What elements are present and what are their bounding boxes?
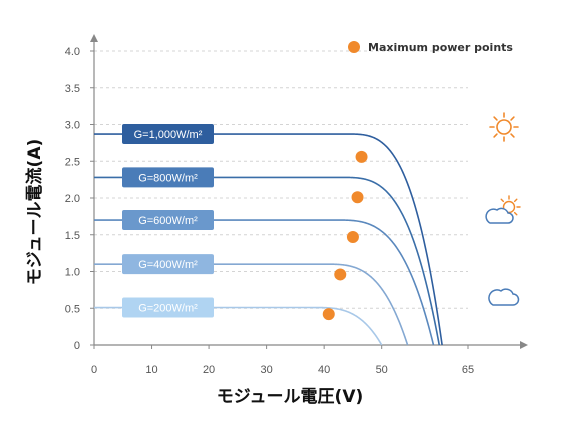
axes xyxy=(90,34,528,349)
sun-ray-5 xyxy=(493,116,498,121)
sun-ray-3 xyxy=(493,133,498,138)
series-label-box-0 xyxy=(122,124,214,145)
x-tick-label-6: 65 xyxy=(462,364,474,376)
small-sun-ray-7 xyxy=(513,198,518,203)
series-curves xyxy=(93,133,443,346)
series-curve-1 xyxy=(94,176,441,346)
y-axis-title: モジュール電流(A) xyxy=(24,139,45,286)
y-tick-label-6: 3.0 xyxy=(65,120,80,132)
x-tick-label-2: 20 xyxy=(203,364,215,376)
series-label-3: G=400W/m² xyxy=(138,259,198,271)
series-label-4: G=200W/m² xyxy=(138,303,198,315)
x-tick-label-1: 10 xyxy=(145,364,157,376)
series-label-box-3 xyxy=(122,254,214,275)
small-sun-ray-5 xyxy=(500,198,505,203)
mpp-marker-3 xyxy=(334,268,347,281)
series-label-1: G=800W/m² xyxy=(138,172,198,184)
sun-ray-1 xyxy=(510,133,515,138)
mpp-marker-2 xyxy=(346,230,359,243)
series-label-box-4 xyxy=(122,297,214,318)
series-label-2: G=600W/m² xyxy=(138,215,198,227)
cloud-icon xyxy=(488,288,520,306)
y-tick-labels: 0 0.5 1.0 1.5 2.0 2.5 3.0 3.5 4.0 xyxy=(65,46,94,352)
y-tick-label-5: 2.5 xyxy=(65,156,80,168)
y-tick-label-0: 0 xyxy=(74,340,80,352)
y-tick-label-4: 2.0 xyxy=(65,193,80,205)
legend-label: Maximum power points xyxy=(368,41,513,54)
y-tick-label-2: 1.0 xyxy=(65,267,80,279)
legend-marker xyxy=(348,41,360,53)
legend: Maximum power points xyxy=(348,41,513,54)
x-axis-title: モジュール電圧(V) xyxy=(217,387,364,407)
series-label-box-2 xyxy=(122,210,214,231)
mpp-marker-0 xyxy=(355,150,368,163)
series-curve-3 xyxy=(94,263,409,346)
x-axis-arrow xyxy=(520,341,528,349)
y-tick-label-8: 4.0 xyxy=(65,46,80,58)
y-tick-label-7: 3.5 xyxy=(65,83,80,95)
sun-icon xyxy=(489,112,519,142)
series-curve-4 xyxy=(93,306,383,346)
x-tick-label-5: 50 xyxy=(376,364,388,376)
series-curve-2 xyxy=(94,219,435,346)
x-tick-label-4: 40 xyxy=(318,364,330,376)
y-tick-label-3: 1.5 xyxy=(65,230,80,242)
x-tick-label-0: 0 xyxy=(91,364,97,376)
small-sun-ray-1 xyxy=(513,211,518,216)
x-tick-label-3: 30 xyxy=(260,364,272,376)
partly-cloudy-icon xyxy=(485,195,521,224)
mpp-marker-1 xyxy=(351,191,364,204)
x-tick-labels: 0 10 20 30 40 50 65 xyxy=(91,345,474,376)
series-label-0: G=1,000W/m² xyxy=(134,129,203,141)
maximum-power-points xyxy=(322,150,368,321)
weather-icons xyxy=(485,112,521,306)
y-axis-arrow xyxy=(90,34,98,42)
sun-ray-7 xyxy=(510,116,515,121)
mpp-marker-4 xyxy=(322,308,335,321)
series-curve-0 xyxy=(93,133,443,346)
series-label-box-1 xyxy=(122,167,214,188)
y-tick-label-1: 0.5 xyxy=(65,303,80,315)
series-labels: G=1,000W/m² G=800W/m² G=600W/m² G=400W/m² G=… xyxy=(122,124,214,318)
